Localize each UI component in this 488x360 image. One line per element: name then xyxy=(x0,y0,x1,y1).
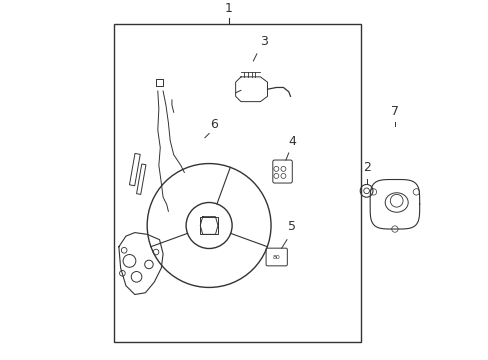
Bar xyxy=(113,24,361,342)
Text: 6: 6 xyxy=(210,118,218,131)
Bar xyxy=(129,153,140,186)
Bar xyxy=(136,164,145,194)
Text: 4: 4 xyxy=(288,135,296,148)
Text: 5: 5 xyxy=(288,220,296,233)
Text: 7: 7 xyxy=(390,104,398,118)
Bar xyxy=(200,217,218,234)
Text: 2: 2 xyxy=(362,161,370,174)
Text: 1: 1 xyxy=(224,2,232,15)
Text: 3: 3 xyxy=(260,35,267,48)
Text: 80: 80 xyxy=(272,255,280,260)
